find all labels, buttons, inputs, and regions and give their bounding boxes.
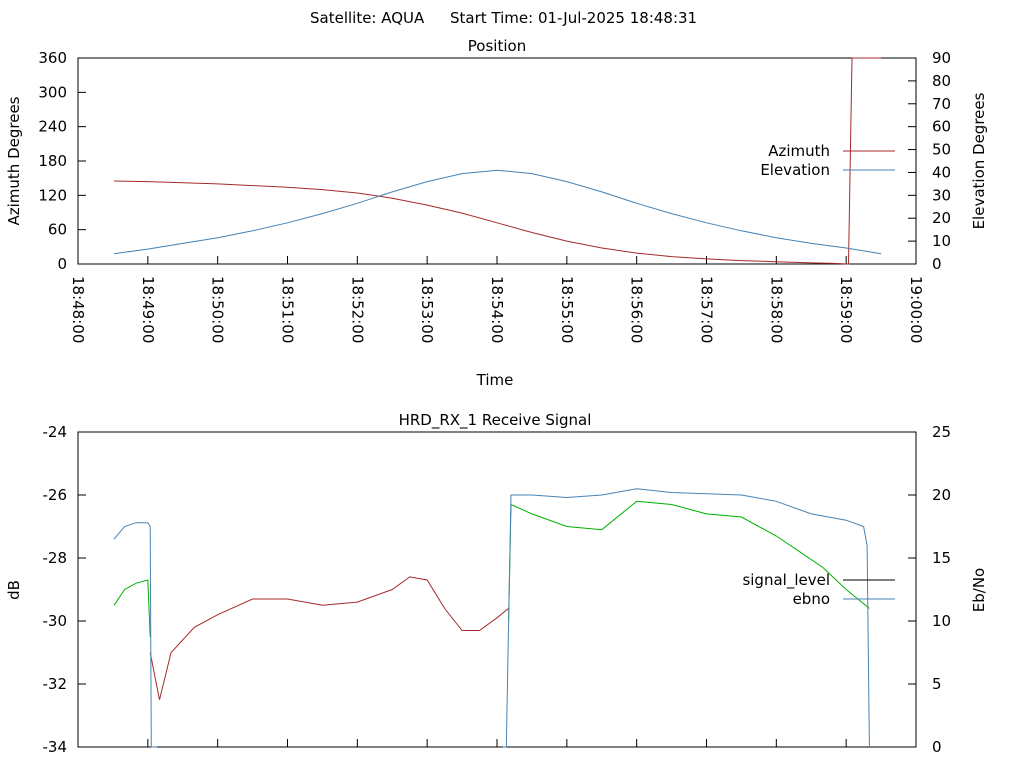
signal-title: HRD_RX_1 Receive Signal (399, 411, 592, 430)
ebno-line (502, 488, 870, 748)
legend-signal-level-label: signal_level (742, 571, 830, 590)
elevation-tick-label: 20 (932, 209, 951, 227)
time-tick-label: 18:54:00 (488, 276, 506, 343)
azimuth-tick-label: 360 (38, 49, 67, 67)
azimuth-line (114, 57, 882, 265)
position-legend: Azimuth Elevation (760, 142, 895, 179)
position-title: Position (468, 37, 526, 55)
signal-y-label: dB (5, 580, 23, 600)
time-tick-label: 18:53:00 (418, 276, 436, 343)
time-tick-label: 18:49:00 (139, 276, 157, 343)
elevation-tick-label: 40 (932, 163, 951, 181)
position-x-label: Time (476, 371, 514, 389)
azimuth-tick-label: 180 (38, 152, 67, 170)
legend-azimuth-label: Azimuth (768, 142, 830, 160)
azimuth-tick-label: 300 (38, 83, 67, 101)
azimuth-tick-label: 240 (38, 118, 67, 136)
time-tick-label: 18:50:00 (209, 276, 227, 343)
time-tick-label: 18:51:00 (279, 276, 297, 343)
time-tick-label: 18:55:00 (558, 276, 576, 343)
ebno-tick-label: 10 (932, 612, 951, 630)
signal-y2-label: Eb/No (970, 568, 988, 612)
elevation-tick-label: 0 (932, 255, 942, 273)
db-tick-label: -30 (43, 612, 68, 630)
signal-level-line (149, 576, 509, 700)
azimuth-tick-label: 120 (38, 186, 67, 204)
azimuth-tick-label: 60 (48, 221, 67, 239)
legend-ebno-label: ebno (793, 590, 830, 608)
ebno-tick-label: 15 (932, 549, 951, 567)
ebno-tick-label: 20 (932, 486, 951, 504)
position-y-axis: 0 60 120 180 240 300 360 (38, 49, 86, 273)
ebno-line (113, 522, 158, 748)
elevation-tick-label: 80 (932, 72, 951, 90)
azimuth-tick-label: 0 (57, 255, 67, 273)
signal-x-axis (77, 739, 917, 747)
position-y2-axis: 0 10 20 30 40 50 60 70 80 90 (908, 49, 951, 273)
signal-series (113, 488, 870, 748)
db-tick-label: -26 (43, 486, 68, 504)
signal-y2-axis: 0 5 10 15 20 25 (908, 423, 951, 756)
db-tick-label: -24 (43, 423, 68, 441)
start-time-label: Start Time: 01-Jul-2025 18:48:31 (450, 9, 697, 27)
signal-level-line (113, 579, 151, 637)
db-tick-label: -32 (43, 675, 68, 693)
legend-elevation-label: Elevation (760, 161, 830, 179)
ebno-tick-label: 0 (932, 738, 942, 756)
elevation-tick-label: 70 (932, 95, 951, 113)
position-chart: Position 0 60 120 180 240 300 360 0 10 20 30 40 50 6… (5, 37, 988, 389)
elevation-line (114, 169, 882, 255)
time-tick-label: 18:59:00 (837, 276, 855, 343)
position-y-label: Azimuth Degrees (5, 96, 23, 225)
signal-chart: HRD_RX_1 Receive Signal -34-32-30-28-26-… (5, 411, 988, 756)
signal-legend: signal_level ebno (742, 571, 895, 608)
db-tick-label: -34 (43, 738, 68, 756)
db-tick-label: -28 (43, 549, 68, 567)
elevation-tick-label: 50 (932, 141, 951, 159)
elevation-tick-label: 60 (932, 118, 951, 136)
ebno-tick-label: 5 (932, 675, 942, 693)
time-tick-label: 19:00:00 (907, 276, 925, 343)
satellite-label: Satellite: AQUA (310, 9, 425, 27)
time-tick-label: 18:58:00 (767, 276, 785, 343)
time-tick-label: 18:56:00 (628, 276, 646, 343)
signal-y-axis: -34 -32 -30 -28 -26 -24 (43, 423, 86, 756)
elevation-tick-label: 10 (932, 232, 951, 250)
elevation-tick-label: 90 (932, 49, 951, 67)
position-x-axis: 18:48:00 18:49:00 18:50:00 18:51:00 18:52:00… (69, 256, 925, 343)
time-tick-label: 18:57:00 (698, 276, 716, 343)
time-tick-label: 18:52:00 (348, 276, 366, 343)
signal-level-line (508, 500, 870, 622)
signal-plot-frame (77, 431, 917, 748)
elevation-tick-label: 30 (932, 186, 951, 204)
time-tick-label: 18:48:00 (69, 276, 87, 343)
position-y2-label: Elevation Degrees (970, 92, 988, 229)
ebno-tick-label: 25 (932, 423, 951, 441)
position-series (114, 57, 882, 265)
